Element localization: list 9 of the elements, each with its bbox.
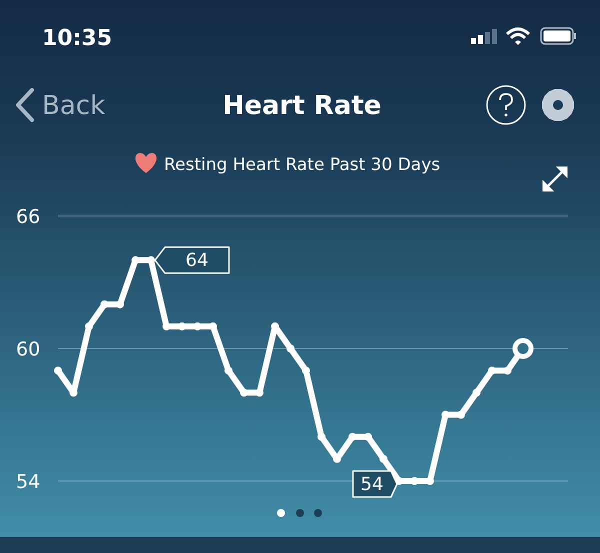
chart-subtitle: Resting Heart Rate Past 30 Days [164, 155, 440, 175]
chart-title: Heart Rate [222, 91, 382, 121]
y-tick-label: 60 [16, 338, 40, 360]
data-label: 64 [186, 250, 208, 272]
data-label: 54 [360, 474, 384, 495]
y-tick-label: 54 [16, 471, 40, 493]
text: 10:35 [42, 26, 112, 51]
text: Back [42, 91, 106, 121]
y-tick-label: 66 [16, 206, 40, 228]
